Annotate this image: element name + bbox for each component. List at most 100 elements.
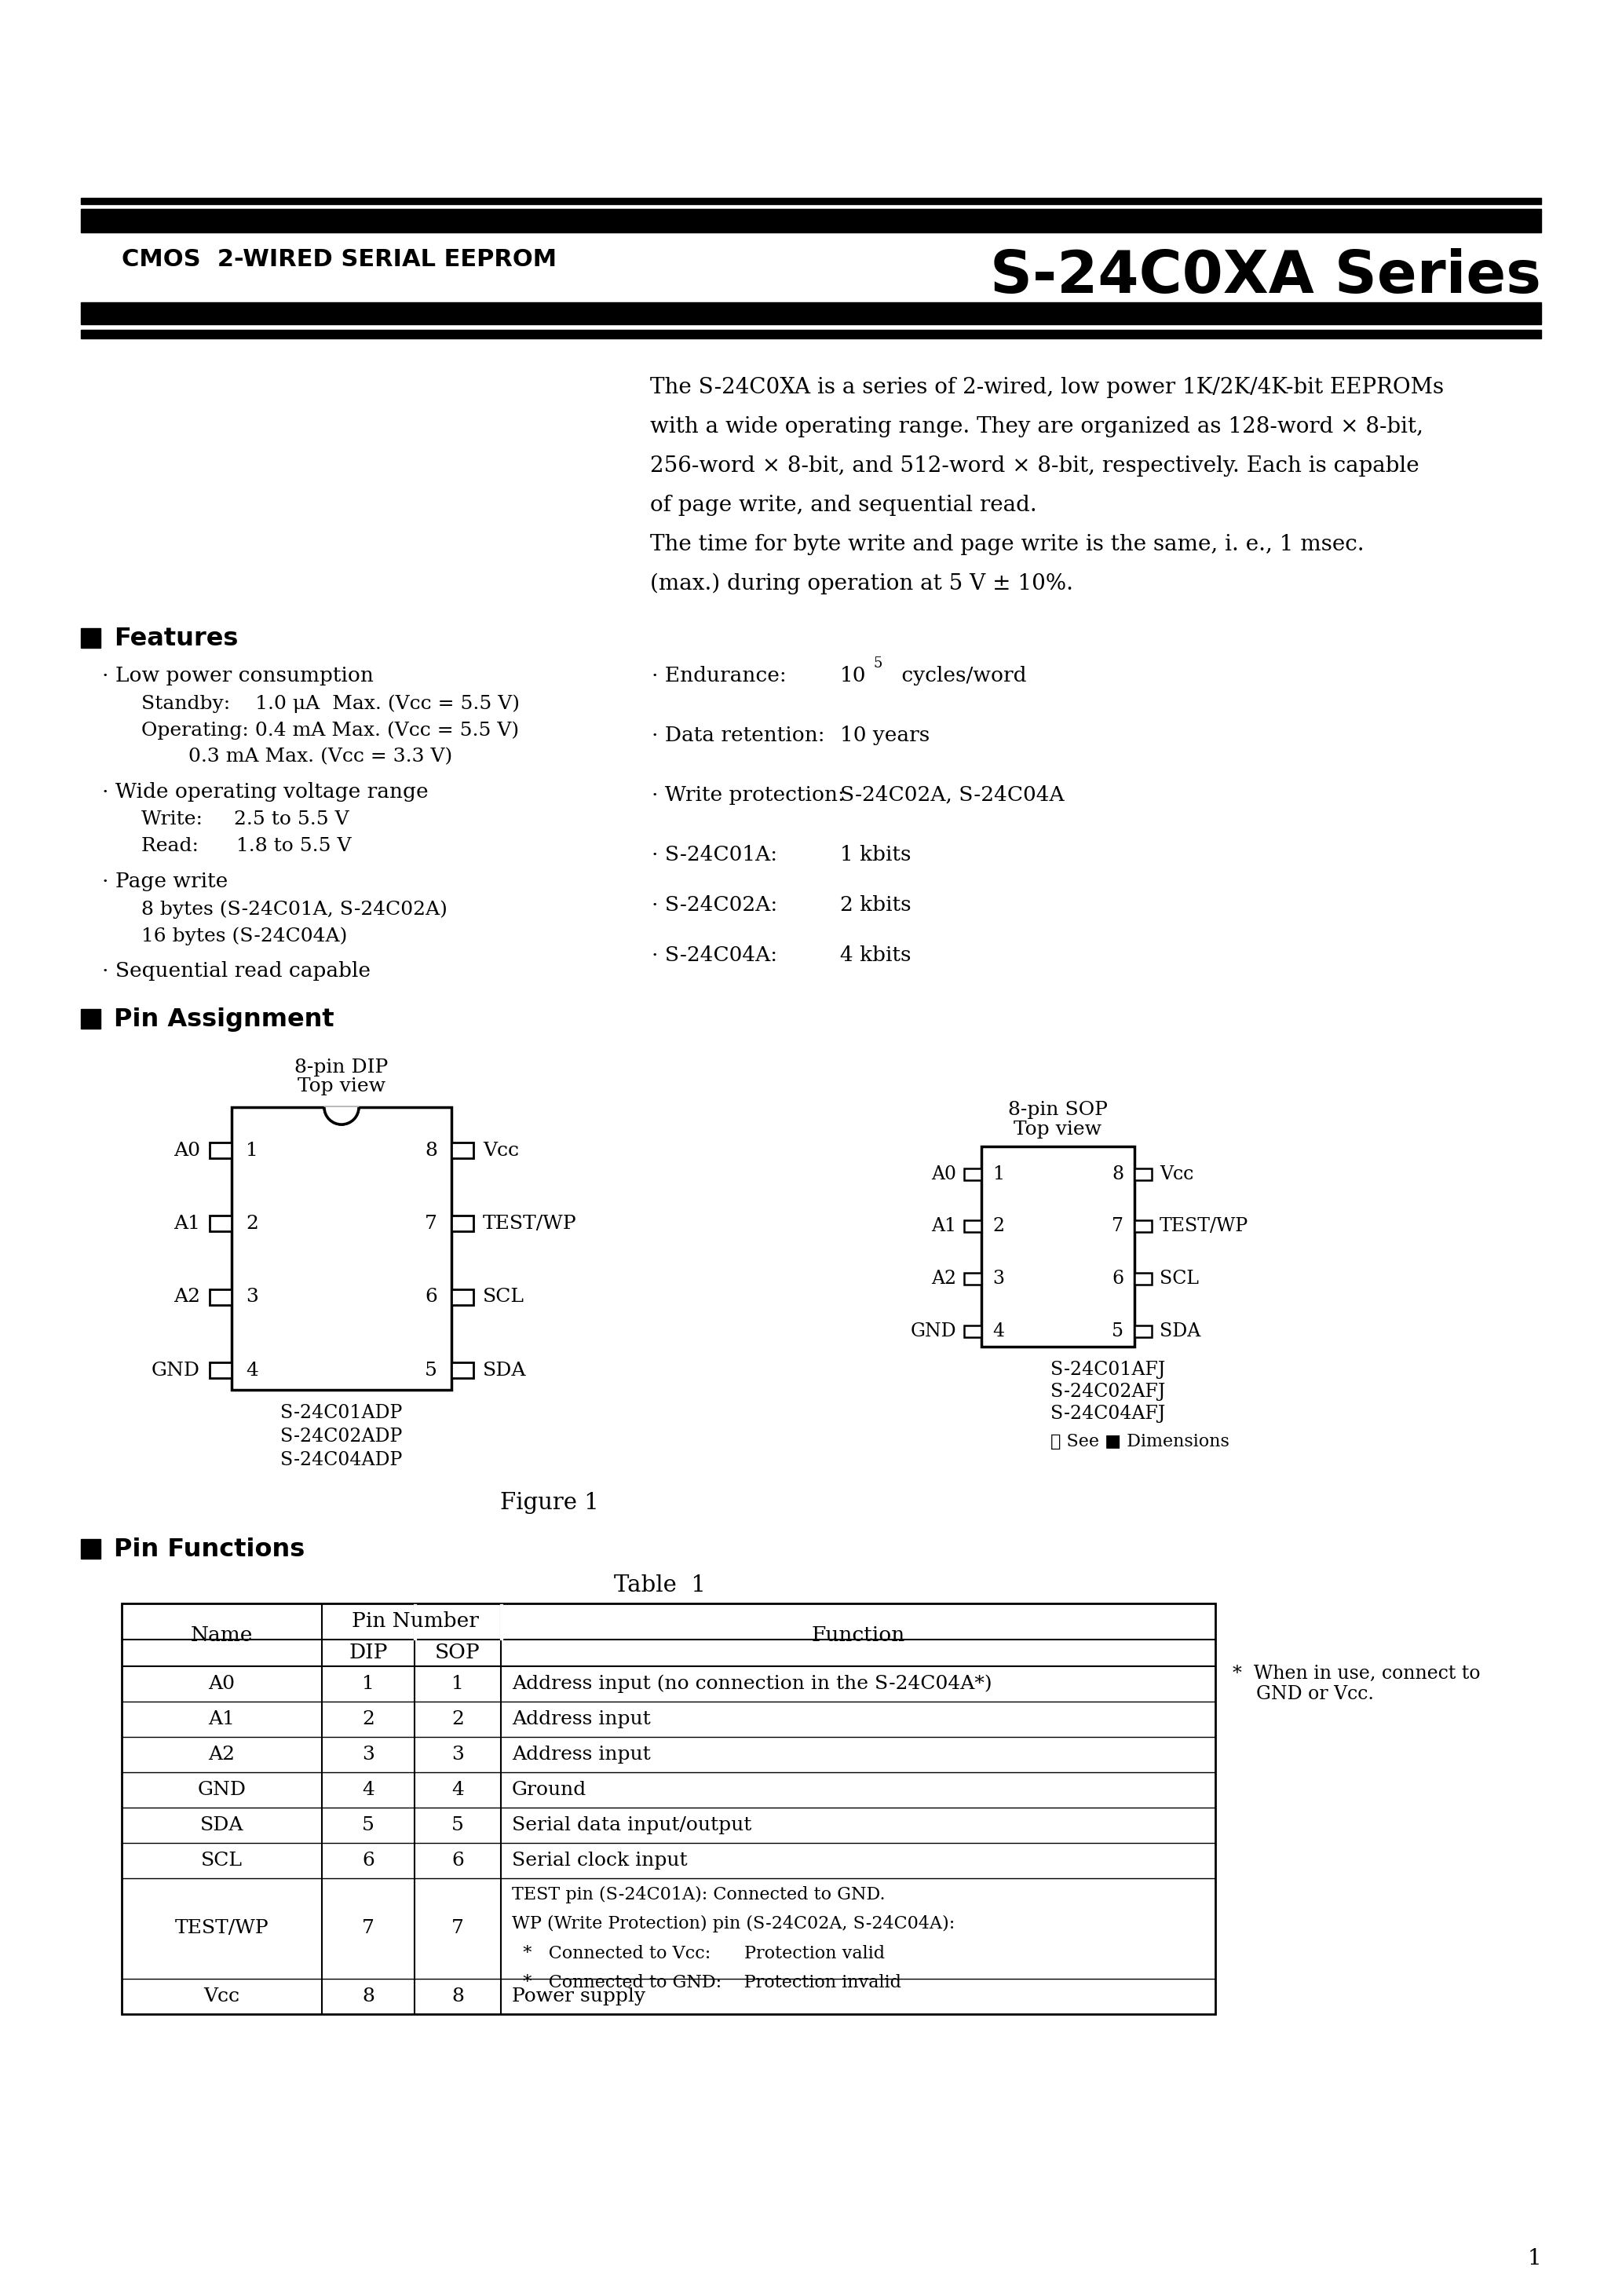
Text: · Endurance:: · Endurance:: [652, 666, 787, 687]
Text: 8: 8: [425, 1141, 438, 1159]
Text: SOP: SOP: [435, 1644, 480, 1662]
Bar: [963, 1272, 981, 1283]
Bar: [1134, 1272, 1152, 1283]
Text: The time for byte write and page write is the same, i. e., 1 msec.: The time for byte write and page write i…: [650, 535, 1364, 556]
Text: 1: 1: [451, 1674, 464, 1692]
Text: A2: A2: [209, 1745, 235, 1763]
Text: 2: 2: [451, 1711, 464, 1729]
Text: DIP: DIP: [349, 1644, 388, 1662]
Text: 4: 4: [362, 1782, 375, 1800]
Bar: [81, 197, 1541, 204]
Text: A2: A2: [174, 1288, 200, 1306]
Text: 0.3 mA Max. (Vᴄᴄ = 3.3 V): 0.3 mA Max. (Vᴄᴄ = 3.3 V): [188, 748, 453, 765]
Text: SCL: SCL: [1160, 1270, 1199, 1288]
Text: A0: A0: [174, 1141, 200, 1159]
Text: 10 years: 10 years: [840, 726, 929, 746]
Text: · S-24C04A:: · S-24C04A:: [652, 946, 777, 964]
Text: Table  1: Table 1: [613, 1575, 706, 1596]
Text: 3: 3: [451, 1745, 464, 1763]
Bar: [981, 1146, 1134, 1348]
Text: 7: 7: [425, 1215, 438, 1233]
Text: Ground: Ground: [513, 1782, 587, 1800]
Bar: [1134, 1325, 1152, 1336]
Text: 6: 6: [1111, 1270, 1124, 1288]
Bar: [963, 1169, 981, 1180]
Text: 1: 1: [993, 1164, 1004, 1182]
Text: Features: Features: [114, 627, 238, 652]
Bar: [1134, 1169, 1152, 1180]
Bar: [414, 1605, 415, 1639]
Text: with a wide operating range. They are organized as 128-word × 8-bit,: with a wide operating range. They are or…: [650, 416, 1424, 436]
Text: 5: 5: [362, 1816, 375, 1835]
Bar: [81, 331, 1541, 338]
Text: GND: GND: [151, 1362, 200, 1380]
Text: Read:      1.8 to 5.5 V: Read: 1.8 to 5.5 V: [141, 838, 352, 854]
Text: 5: 5: [451, 1816, 464, 1835]
Text: 8 bytes (S-24C01A, S-24C02A): 8 bytes (S-24C01A, S-24C02A): [141, 900, 448, 918]
Text: Top view: Top view: [1014, 1120, 1101, 1139]
Text: 4 kbits: 4 kbits: [840, 946, 912, 964]
Text: Top view: Top view: [297, 1077, 386, 1095]
Bar: [963, 1325, 981, 1336]
Bar: [963, 1221, 981, 1233]
Text: The S-24C0XA is a series of 2-wired, low power 1K/2K/4K-bit EEPROMs: The S-24C0XA is a series of 2-wired, low…: [650, 377, 1444, 397]
Text: · Low power consumption: · Low power consumption: [102, 666, 373, 687]
Text: 6: 6: [362, 1851, 375, 1869]
Text: Figure 1: Figure 1: [500, 1492, 599, 1513]
Text: Address input: Address input: [513, 1711, 650, 1729]
Text: Vᴄᴄ: Vᴄᴄ: [1160, 1164, 1194, 1182]
Text: SDA: SDA: [200, 1816, 243, 1835]
Bar: [500, 1605, 503, 1639]
Text: · Page write: · Page write: [102, 872, 227, 891]
Text: Standby:    1.0 μA  Max. (Vᴄᴄ = 5.5 V): Standby: 1.0 μA Max. (Vᴄᴄ = 5.5 V): [141, 693, 519, 712]
Text: 5: 5: [873, 657, 882, 670]
Text: S-24C02ADP: S-24C02ADP: [281, 1428, 402, 1446]
Text: · S-24C01A:: · S-24C01A:: [652, 845, 777, 866]
Bar: [209, 1143, 232, 1157]
Text: 8-pin DIP: 8-pin DIP: [295, 1058, 388, 1077]
Text: CMOS  2-WIRED SERIAL EEPROM: CMOS 2-WIRED SERIAL EEPROM: [122, 248, 556, 271]
Text: A1: A1: [931, 1217, 957, 1235]
Text: SDA: SDA: [1160, 1322, 1200, 1341]
Text: 10: 10: [840, 666, 866, 687]
Text: SCL: SCL: [483, 1288, 524, 1306]
Text: 4: 4: [993, 1322, 1004, 1341]
Text: *   Connected to GND:    Protection invalid: * Connected to GND: Protection invalid: [513, 1975, 902, 1991]
Text: 2: 2: [993, 1217, 1004, 1235]
Bar: [81, 303, 1541, 324]
Text: Name: Name: [191, 1626, 253, 1644]
Text: Serial clock input: Serial clock input: [513, 1851, 688, 1869]
Bar: [209, 1362, 232, 1378]
Text: Pin Assignment: Pin Assignment: [114, 1008, 334, 1031]
Text: TEST/WP: TEST/WP: [175, 1919, 269, 1938]
Text: *   Connected to Vcc:      Protection valid: * Connected to Vcc: Protection valid: [513, 1945, 886, 1963]
Text: 8: 8: [362, 1988, 375, 2004]
Text: TEST/WP: TEST/WP: [1160, 1217, 1249, 1235]
Text: of page write, and sequential read.: of page write, and sequential read.: [650, 494, 1036, 517]
Text: S-24C02AFJ: S-24C02AFJ: [1049, 1382, 1165, 1401]
Bar: [451, 1217, 474, 1231]
Text: 1: 1: [247, 1141, 258, 1159]
Text: 3: 3: [993, 1270, 1004, 1288]
Bar: [122, 1603, 1215, 2014]
Text: Write:     2.5 to 5.5 V: Write: 2.5 to 5.5 V: [141, 810, 349, 829]
Bar: [1134, 1221, 1152, 1233]
Text: 3: 3: [362, 1745, 375, 1763]
Text: GND: GND: [198, 1782, 247, 1800]
Text: 2 kbits: 2 kbits: [840, 895, 912, 914]
Text: GND: GND: [910, 1322, 957, 1341]
Text: 8: 8: [1111, 1164, 1124, 1182]
Text: Address input (no connection in the S-24C04A*): Address input (no connection in the S-24…: [513, 1674, 993, 1692]
Text: 6: 6: [425, 1288, 438, 1306]
Text: Serial data input/output: Serial data input/output: [513, 1816, 751, 1835]
Text: 2: 2: [362, 1711, 375, 1729]
Bar: [81, 1008, 101, 1029]
Text: *  When in use, connect to
    GND or Vcc.: * When in use, connect to GND or Vcc.: [1233, 1665, 1481, 1704]
Text: S-24C02A, S-24C04A: S-24C02A, S-24C04A: [840, 785, 1064, 806]
Text: Address input: Address input: [513, 1745, 650, 1763]
Text: Vᴄᴄ: Vᴄᴄ: [204, 1988, 240, 2004]
Text: Power supply: Power supply: [513, 1988, 646, 2004]
Text: (max.) during operation at 5 V ± 10%.: (max.) during operation at 5 V ± 10%.: [650, 574, 1074, 595]
Text: A2: A2: [931, 1270, 957, 1288]
Text: 256-word × 8-bit, and 512-word × 8-bit, respectively. Each is capable: 256-word × 8-bit, and 512-word × 8-bit, …: [650, 455, 1419, 478]
